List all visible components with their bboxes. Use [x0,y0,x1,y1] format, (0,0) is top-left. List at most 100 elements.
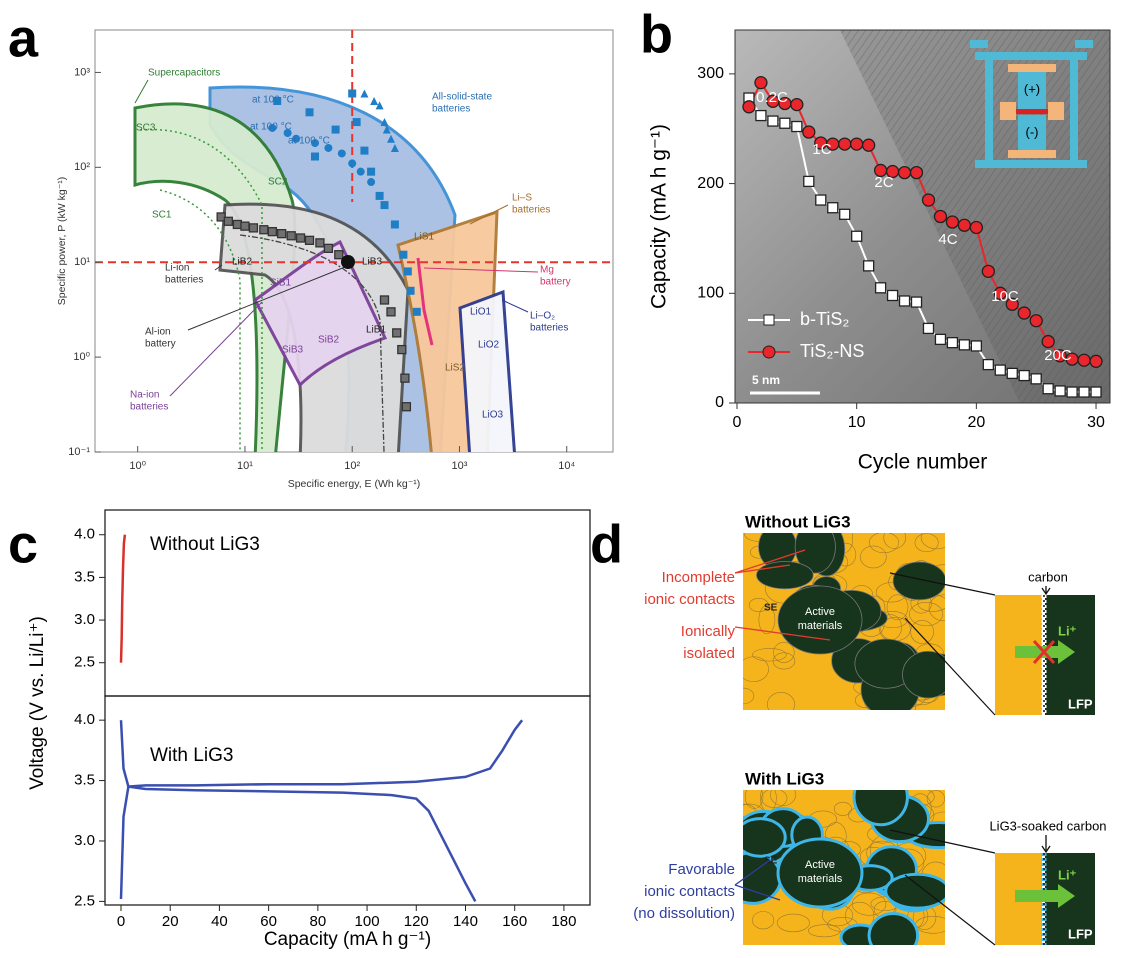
y-tick-label: 3.0 [74,611,95,628]
marker [413,308,421,316]
marker [768,116,778,126]
marker [338,149,346,157]
x-tick-label: 20 [967,414,985,431]
annotation: ionic contacts [644,883,735,900]
annotation: LiO2 [478,340,500,351]
marker [353,118,361,126]
marker [348,159,356,167]
y-tick-label: 200 [697,175,724,192]
se-label: SE [764,856,778,867]
marker [743,101,755,113]
diagram-title: Without LiG3 [745,512,851,531]
marker [367,168,375,176]
annotation: Ionically [681,623,736,640]
marker [380,296,388,304]
annotation: isolated [683,645,735,662]
marker [839,138,851,150]
marker [912,297,922,307]
marker [1055,386,1065,396]
marker [306,236,314,244]
marker [1007,368,1017,378]
annotation: Na-ion [130,390,159,401]
marker [1043,384,1053,394]
rate-label: 10C [991,288,1019,305]
marker [982,265,994,277]
y-tick-label: 300 [697,65,724,82]
annotation: materials [798,620,843,632]
marker [1091,387,1101,397]
marker [360,147,368,155]
diagram-panel: With LiG3SEActivematerialsLiG3-soaked ca… [633,769,1106,953]
marker [260,226,268,234]
annotation: (no dissolution) [633,905,735,922]
annotation: batteries [512,205,550,216]
annotation: at 100 °C [288,136,330,147]
marker [401,374,409,382]
x-tick-label: 10 [848,414,866,431]
inset-part [970,40,988,48]
marker [970,221,982,233]
inset-label: (-) [1026,124,1039,139]
active-particle [903,651,954,698]
marker [899,167,911,179]
y-tick-label: 100 [697,285,724,302]
marker [792,122,802,132]
legend-marker [764,315,774,325]
annotation: SC3 [136,123,156,134]
x-tick-label: 100 [355,913,380,930]
marker [947,338,957,348]
y-axis-label: Capacity (mA h g⁻¹) [648,124,671,309]
marker [1067,387,1077,397]
cathode-label: LFP [1068,696,1093,711]
panel-label: c [8,514,38,574]
rate-label: 1C [812,141,831,158]
annotation: Active [805,859,835,871]
marker [995,365,1005,375]
x-tick-label: 140 [453,913,478,930]
marker [233,220,241,228]
marker [900,296,910,306]
microstructure [724,769,970,953]
legend-marker [763,346,775,358]
active-particle [893,562,946,600]
interface-arrow [1042,835,1050,852]
cycle-plot: (+)(-)01020300100200300Cycle numberCapac… [648,30,1110,474]
rate-label: 2C [874,174,893,191]
x-tick-label: 60 [260,913,277,930]
annotation: SC2 [268,177,288,188]
inset-label: (+) [1024,81,1040,96]
marker [946,216,958,228]
annotation: LiS1 [414,232,434,243]
x-axis-label: Cycle number [858,451,988,474]
annotation: Favorable [668,861,735,878]
annotation: LiO1 [470,307,492,318]
active-particle [869,913,918,953]
x-axis-label: Capacity (mA h g⁻¹) [264,929,431,950]
marker [911,167,923,179]
annotation: materials [798,873,843,885]
cell-inset: (+) (-) [970,40,1093,168]
marker [828,203,838,213]
marker [863,139,875,151]
marker [816,195,826,205]
x-tick-label: 10² [344,460,360,472]
y-tick-label: 10³ [74,66,90,78]
x-tick-label: 10⁴ [558,460,575,472]
marker [287,232,295,240]
rate-label: 20C [1044,347,1072,364]
panel-label: d [590,514,623,574]
x-tick-label: 120 [404,913,429,930]
panel-label: b [640,4,673,64]
marker [357,168,365,176]
y-tick-label: 0 [715,394,724,411]
annotation: batteries [530,323,568,334]
annotation: SiB3 [282,345,304,356]
inset-part [975,160,1087,168]
annotation: LiB3 [362,257,382,268]
marker [324,244,332,252]
interface-label: carbon [1028,569,1068,584]
annotation: at 100 °C [250,122,292,133]
annotation: battery [145,339,176,350]
